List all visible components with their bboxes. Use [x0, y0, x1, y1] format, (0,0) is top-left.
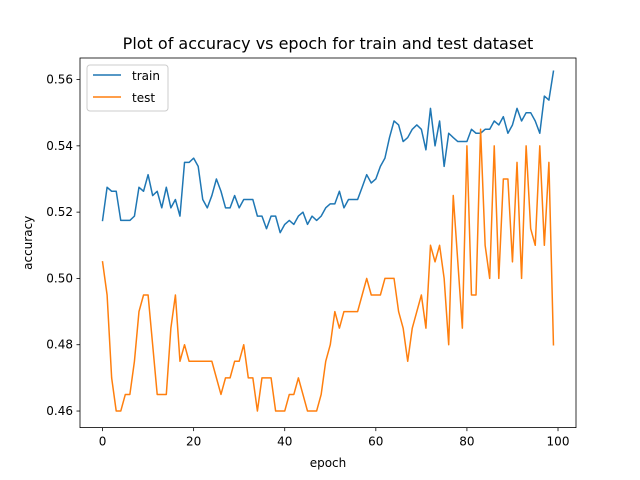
y-tick-label: 0.56	[46, 73, 73, 87]
legend-label-train: train	[132, 69, 160, 83]
plot-area	[80, 58, 576, 428]
y-tick-label: 0.48	[46, 338, 73, 352]
x-axis-label: epoch	[310, 456, 347, 470]
legend: train test	[86, 64, 169, 112]
series-line-test	[101, 128, 555, 412]
y-tick-label: 0.54	[46, 139, 73, 153]
y-tick-label: 0.46	[46, 404, 73, 418]
axis-ticks: 0 20 40 60 80 100 0.46 0.48 0.50 0.52 0.54 0.56	[46, 73, 569, 449]
series-line-train	[101, 70, 555, 234]
x-tick-label: 20	[186, 435, 201, 449]
x-tick-label: 80	[459, 435, 474, 449]
y-tick-label: 0.52	[46, 205, 73, 219]
legend-box	[86, 64, 169, 112]
chart-title: Plot of accuracy vs epoch for train and …	[123, 34, 534, 53]
plot-frame	[79, 57, 577, 429]
legend-label-test: test	[132, 91, 155, 105]
series-lines	[101, 70, 555, 412]
y-axis-label: accuracy	[21, 216, 35, 270]
x-tick-label: 0	[99, 435, 107, 449]
x-tick-label: 100	[547, 435, 570, 449]
x-tick-label: 40	[277, 435, 292, 449]
y-tick-label: 0.50	[46, 271, 73, 285]
x-tick-label: 60	[368, 435, 383, 449]
